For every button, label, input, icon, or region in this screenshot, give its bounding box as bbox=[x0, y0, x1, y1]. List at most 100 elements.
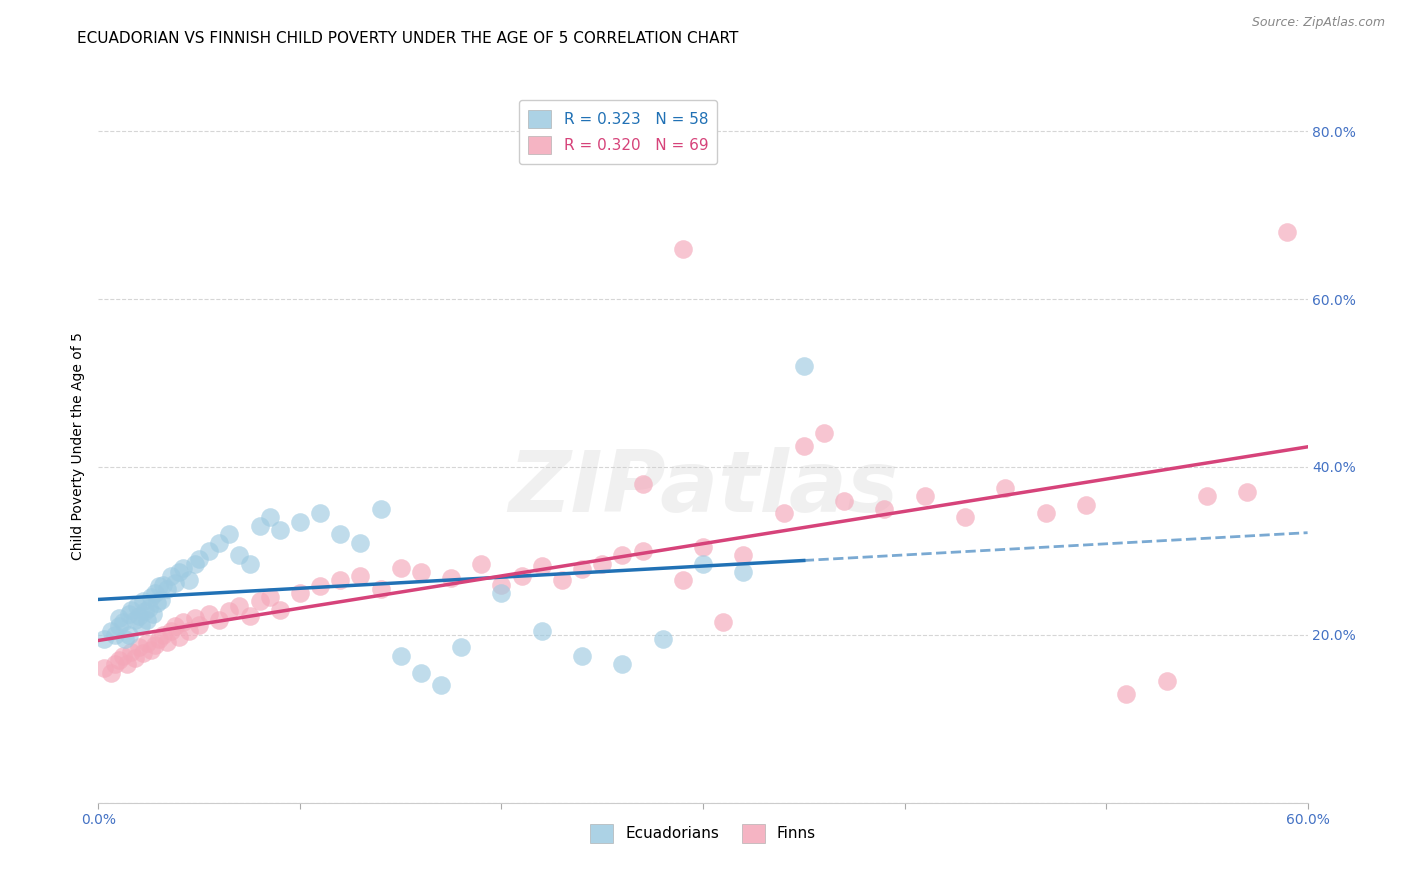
Point bbox=[733, 548, 755, 562]
Point bbox=[309, 506, 332, 520]
Point bbox=[370, 582, 392, 596]
Point bbox=[832, 493, 855, 508]
Point bbox=[813, 426, 835, 441]
Point bbox=[149, 592, 172, 607]
Point bbox=[329, 527, 352, 541]
Point bbox=[228, 548, 250, 562]
Point bbox=[530, 624, 553, 638]
Point bbox=[994, 481, 1017, 495]
Point bbox=[612, 548, 634, 562]
Point bbox=[198, 544, 221, 558]
Point bbox=[510, 569, 533, 583]
Point bbox=[129, 617, 152, 632]
Point bbox=[93, 632, 115, 646]
Point bbox=[115, 657, 138, 672]
Point bbox=[111, 648, 134, 663]
Point bbox=[491, 577, 513, 591]
Point bbox=[692, 557, 714, 571]
Point bbox=[132, 594, 155, 608]
Point bbox=[160, 624, 183, 638]
Point bbox=[491, 586, 513, 600]
Point bbox=[148, 632, 170, 646]
Point bbox=[124, 651, 146, 665]
Y-axis label: Child Poverty Under the Age of 5: Child Poverty Under the Age of 5 bbox=[70, 332, 84, 560]
Point bbox=[530, 559, 553, 574]
Point bbox=[612, 657, 634, 672]
Point bbox=[571, 648, 593, 663]
Point bbox=[470, 557, 492, 571]
Point bbox=[167, 565, 190, 579]
Point bbox=[188, 552, 211, 566]
Point bbox=[163, 619, 186, 633]
Point bbox=[142, 607, 165, 621]
Point bbox=[711, 615, 734, 630]
Point bbox=[1277, 225, 1299, 239]
Point bbox=[148, 579, 170, 593]
Point bbox=[218, 604, 240, 618]
Point bbox=[288, 586, 311, 600]
Point bbox=[1156, 674, 1178, 689]
Point bbox=[672, 242, 695, 256]
Point bbox=[269, 603, 291, 617]
Point bbox=[349, 569, 371, 583]
Point bbox=[631, 476, 654, 491]
Point bbox=[138, 601, 160, 615]
Point bbox=[409, 565, 432, 579]
Point bbox=[156, 582, 179, 596]
Point bbox=[651, 632, 673, 646]
Point bbox=[239, 609, 262, 624]
Point bbox=[288, 515, 311, 529]
Point bbox=[692, 540, 714, 554]
Point bbox=[772, 506, 794, 520]
Point bbox=[218, 527, 240, 541]
Point bbox=[1035, 506, 1057, 520]
Point bbox=[179, 574, 201, 588]
Point bbox=[146, 596, 169, 610]
Point bbox=[1195, 489, 1218, 503]
Point bbox=[873, 502, 896, 516]
Point bbox=[179, 624, 201, 638]
Point bbox=[163, 575, 186, 590]
Point bbox=[124, 613, 146, 627]
Point bbox=[631, 544, 654, 558]
Point bbox=[228, 599, 250, 613]
Point bbox=[111, 615, 134, 630]
Point bbox=[103, 628, 125, 642]
Point bbox=[551, 574, 574, 588]
Point bbox=[733, 565, 755, 579]
Point bbox=[120, 645, 142, 659]
Point bbox=[128, 609, 150, 624]
Point bbox=[409, 665, 432, 680]
Point bbox=[329, 574, 352, 588]
Point bbox=[118, 628, 141, 642]
Point bbox=[249, 518, 271, 533]
Point bbox=[389, 560, 412, 574]
Point bbox=[370, 502, 392, 516]
Point bbox=[114, 632, 136, 646]
Point bbox=[120, 603, 142, 617]
Point bbox=[100, 665, 122, 680]
Point bbox=[793, 439, 815, 453]
Point bbox=[118, 607, 141, 621]
Text: ECUADORIAN VS FINNISH CHILD POVERTY UNDER THE AGE OF 5 CORRELATION CHART: ECUADORIAN VS FINNISH CHILD POVERTY UNDE… bbox=[77, 31, 738, 46]
Point bbox=[107, 619, 129, 633]
Point bbox=[132, 646, 155, 660]
Point bbox=[100, 624, 122, 638]
Point bbox=[188, 617, 211, 632]
Point bbox=[198, 607, 221, 621]
Point bbox=[571, 562, 593, 576]
Point bbox=[259, 510, 281, 524]
Point bbox=[953, 510, 976, 524]
Point bbox=[184, 611, 207, 625]
Point bbox=[143, 586, 166, 600]
Point bbox=[156, 634, 179, 648]
Point bbox=[128, 640, 150, 655]
Point bbox=[1074, 498, 1097, 512]
Text: ZIPatlas: ZIPatlas bbox=[508, 447, 898, 531]
Point bbox=[152, 628, 174, 642]
Point bbox=[135, 613, 157, 627]
Point bbox=[1236, 485, 1258, 500]
Point bbox=[208, 535, 231, 549]
Point bbox=[134, 604, 156, 618]
Point bbox=[135, 636, 157, 650]
